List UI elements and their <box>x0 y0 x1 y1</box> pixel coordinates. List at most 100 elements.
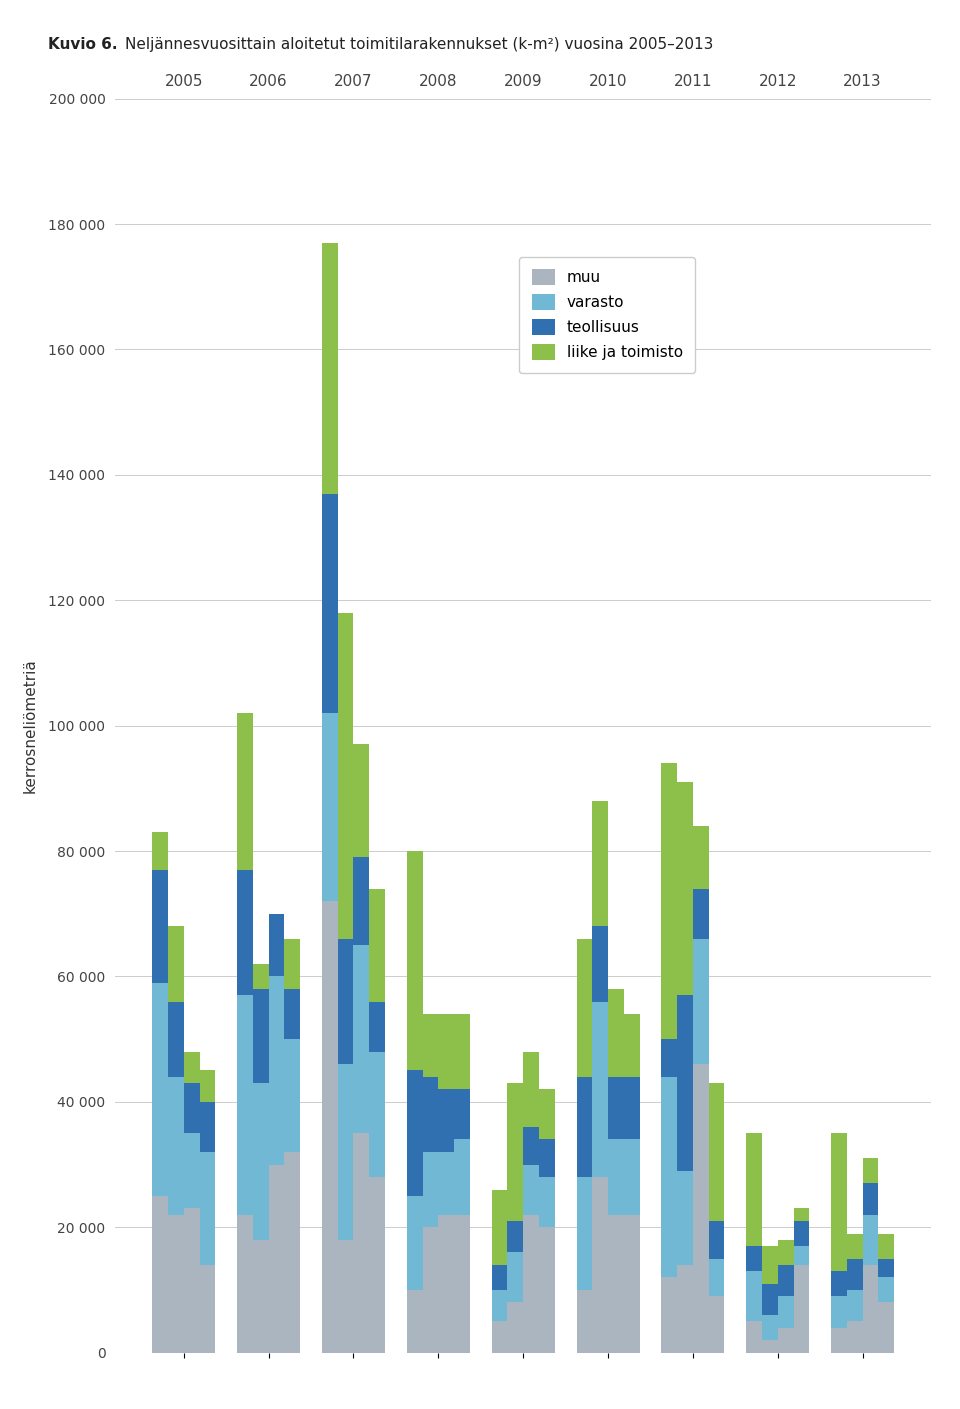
Bar <box>608 1215 624 1353</box>
Bar <box>778 1296 794 1327</box>
Bar <box>693 1064 708 1353</box>
Bar <box>661 764 677 1038</box>
Bar <box>322 493 338 713</box>
Bar <box>592 1177 608 1353</box>
Bar <box>407 851 422 1071</box>
Bar <box>762 1284 778 1315</box>
Bar <box>878 1233 894 1258</box>
Bar <box>608 1140 624 1215</box>
Bar <box>746 1271 762 1322</box>
Bar <box>322 902 338 1353</box>
Bar <box>237 869 252 995</box>
Bar <box>153 1196 168 1353</box>
Bar <box>492 1265 508 1291</box>
Bar <box>708 1258 725 1296</box>
Bar <box>878 1302 894 1353</box>
Bar <box>592 1002 608 1177</box>
Bar <box>422 1076 439 1153</box>
Bar <box>183 1051 200 1084</box>
Bar <box>370 1051 385 1177</box>
Bar <box>847 1258 863 1291</box>
Bar <box>577 938 592 1076</box>
Bar <box>284 989 300 1038</box>
Bar <box>353 744 370 857</box>
Bar <box>708 1296 725 1353</box>
Bar <box>454 1215 469 1353</box>
Bar <box>624 1140 639 1215</box>
Bar <box>153 982 168 1196</box>
Bar <box>183 1133 200 1209</box>
Bar <box>661 1278 677 1353</box>
Bar <box>847 1322 863 1353</box>
Bar <box>592 926 608 1002</box>
Bar <box>863 1184 878 1215</box>
Text: Kuvio 6.: Kuvio 6. <box>48 37 117 52</box>
Bar <box>492 1322 508 1353</box>
Bar <box>831 1133 847 1271</box>
Bar <box>200 1265 215 1353</box>
Bar <box>831 1271 847 1296</box>
Bar <box>422 1014 439 1076</box>
Bar <box>539 1227 555 1353</box>
Bar <box>407 1196 422 1291</box>
Bar <box>338 1064 353 1240</box>
Bar <box>778 1327 794 1353</box>
Bar <box>200 1102 215 1153</box>
Legend: muu, varasto, teollisuus, liike ja toimisto: muu, varasto, teollisuus, liike ja toimi… <box>519 256 695 372</box>
Bar <box>677 782 693 995</box>
Bar <box>778 1240 794 1265</box>
Bar <box>523 1127 539 1164</box>
Bar <box>577 1177 592 1291</box>
Bar <box>237 995 252 1215</box>
Bar <box>492 1189 508 1265</box>
Bar <box>677 1265 693 1353</box>
Bar <box>847 1291 863 1322</box>
Bar <box>237 713 252 869</box>
Bar <box>539 1089 555 1140</box>
Bar <box>608 989 624 1076</box>
Bar <box>794 1246 809 1265</box>
Bar <box>577 1291 592 1353</box>
Bar <box>608 1076 624 1140</box>
Bar <box>577 1076 592 1177</box>
Bar <box>831 1327 847 1353</box>
Bar <box>252 964 269 989</box>
Bar <box>762 1340 778 1353</box>
Bar <box>407 1071 422 1196</box>
Bar <box>370 889 385 1002</box>
Bar <box>539 1140 555 1177</box>
Bar <box>153 869 168 982</box>
Bar <box>439 1153 454 1215</box>
Bar <box>370 1177 385 1353</box>
Bar <box>353 945 370 1133</box>
Bar <box>508 1302 523 1353</box>
Bar <box>878 1258 894 1278</box>
Bar <box>508 1084 523 1222</box>
Bar <box>168 926 183 1002</box>
Bar <box>252 1240 269 1353</box>
Bar <box>439 1215 454 1353</box>
Bar <box>794 1265 809 1353</box>
Bar <box>762 1246 778 1284</box>
Bar <box>778 1265 794 1296</box>
Bar <box>746 1322 762 1353</box>
Bar <box>508 1222 523 1253</box>
Bar <box>794 1209 809 1222</box>
Bar <box>322 713 338 902</box>
Bar <box>746 1246 762 1271</box>
Bar <box>746 1133 762 1246</box>
Bar <box>661 1038 677 1076</box>
Bar <box>284 1153 300 1353</box>
Bar <box>624 1215 639 1353</box>
Bar <box>454 1140 469 1215</box>
Bar <box>708 1222 725 1258</box>
Bar <box>269 1164 284 1353</box>
Bar <box>523 1215 539 1353</box>
Bar <box>200 1153 215 1265</box>
Bar <box>878 1278 894 1302</box>
Bar <box>794 1222 809 1246</box>
Y-axis label: kerrosneliömetriä: kerrosneliömetriä <box>22 658 37 793</box>
Bar <box>677 995 693 1171</box>
Bar <box>693 826 708 889</box>
Bar <box>693 889 708 938</box>
